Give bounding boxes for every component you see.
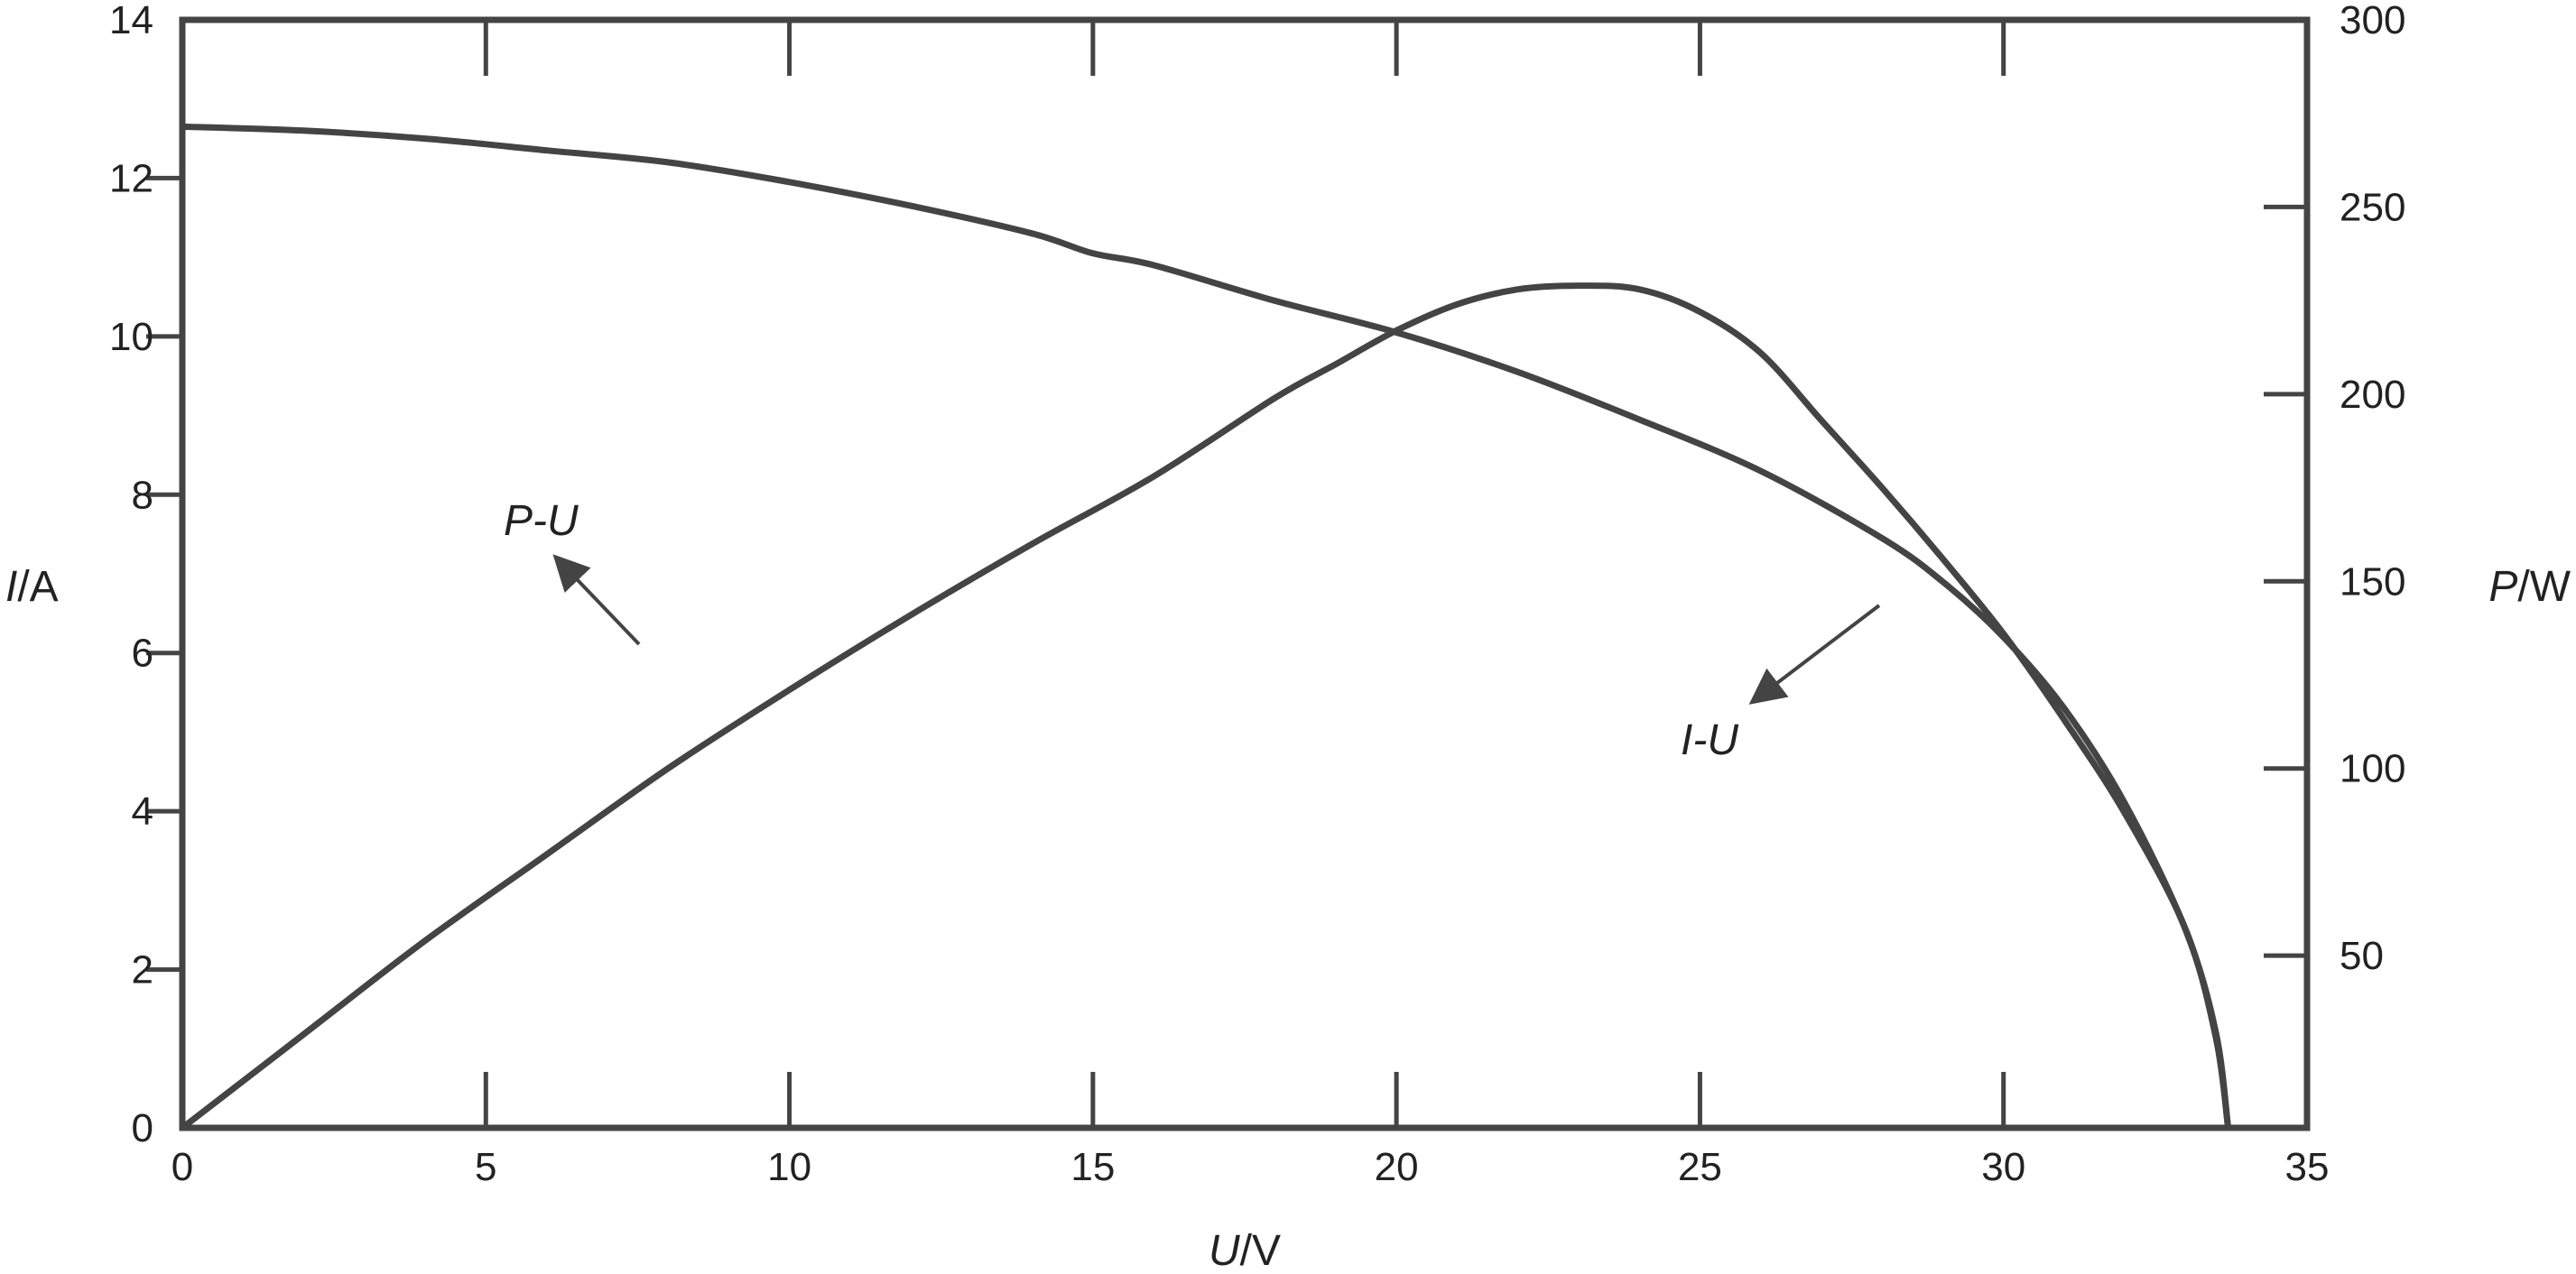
x-tick-label: 15 — [1070, 1145, 1115, 1189]
right-y-tick-label: 50 — [2340, 934, 2384, 978]
x-tick-label: 30 — [1981, 1145, 2025, 1189]
left-y-tick-label: 12 — [109, 156, 153, 200]
left-y-tick-label: 10 — [109, 315, 153, 359]
left-axis-title: I/A — [5, 563, 59, 611]
series-line-i-u — [179, 123, 2232, 1131]
right-y-tick-label: 250 — [2340, 185, 2405, 229]
annotation-arrow-p-u — [552, 554, 641, 646]
left-y-tick-label: 2 — [132, 948, 153, 992]
right-axis-title-var: P — [2488, 563, 2517, 611]
series-line-p-u — [179, 282, 2232, 1131]
x-axis-title: U/V — [1209, 1227, 1281, 1274]
right-y-tick-label: 300 — [2340, 0, 2405, 42]
left-y-tick-label: 4 — [132, 789, 153, 834]
right-y-tick-label: 200 — [2340, 373, 2405, 417]
x-axis-title-unit: /V — [1240, 1227, 1281, 1274]
left-y-tick-label: 0 — [132, 1106, 153, 1150]
x-tick-label: 0 — [171, 1145, 193, 1189]
right-axis-title-unit: /W — [2517, 563, 2571, 611]
plot-frame — [179, 16, 2311, 1131]
x-tick-label: 5 — [475, 1145, 496, 1189]
x-tick-label: 20 — [1375, 1145, 1419, 1189]
right-y-tick-label: 150 — [2340, 559, 2405, 604]
x-tick-label: 25 — [1678, 1145, 1722, 1189]
annotation-label-p-u: P-U — [504, 497, 579, 545]
x-axis-title-var: U — [1209, 1227, 1240, 1274]
left-y-tick-label: 6 — [132, 632, 153, 676]
annotation-label-i-u: I-U — [1681, 716, 1738, 764]
x-tick-label: 35 — [2285, 1145, 2330, 1189]
annotation-arrow-i-u — [1748, 604, 1881, 705]
left-y-tick-label: 8 — [132, 473, 153, 517]
x-tick-label: 10 — [767, 1145, 811, 1189]
left-axis-title-unit: /A — [17, 563, 58, 611]
right-y-tick-label: 100 — [2340, 747, 2405, 791]
left-axis-title-var: I — [5, 563, 17, 611]
right-axis-title: P/W — [2488, 563, 2571, 611]
left-y-tick-label: 14 — [109, 0, 153, 42]
